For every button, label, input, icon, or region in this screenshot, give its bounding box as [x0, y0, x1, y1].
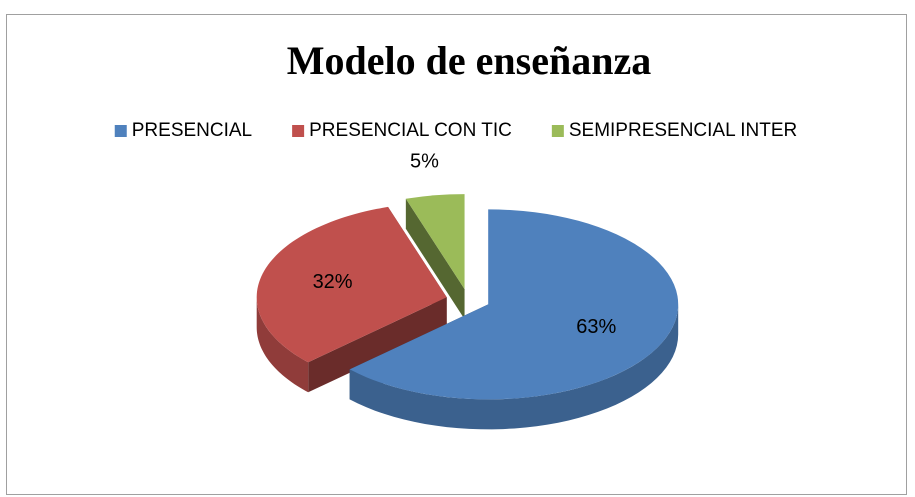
- slice-side: [405, 198, 465, 320]
- legend: PRESENCIAL PRESENCIAL CON TIC SEMIPRESENCI…: [114, 120, 797, 141]
- slice-wall: [256, 297, 309, 393]
- legend-swatch: [551, 125, 564, 137]
- legend-label: PRESENCIAL CON TIC: [309, 120, 512, 141]
- legend-label: SEMIPRESENCIAL INTER: [569, 120, 797, 141]
- data-label: 32%: [313, 271, 353, 293]
- slice: [349, 209, 679, 400]
- slice: [405, 194, 465, 290]
- data-label: 63%: [576, 316, 616, 338]
- slice: [256, 206, 447, 363]
- data-label: 5%: [410, 151, 439, 173]
- slice-wall: [349, 304, 679, 430]
- legend-swatch: [114, 125, 127, 137]
- legend-swatch: [292, 125, 305, 137]
- chart-title: Modelo de enseñanza: [287, 38, 651, 83]
- slice-side: [308, 297, 447, 393]
- legend-label: PRESENCIAL: [132, 120, 252, 141]
